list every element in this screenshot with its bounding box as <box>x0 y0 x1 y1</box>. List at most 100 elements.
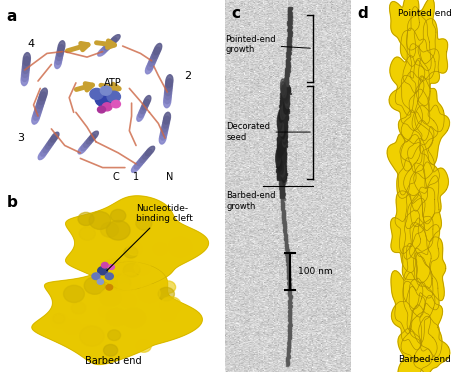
Circle shape <box>285 95 290 109</box>
Circle shape <box>102 103 112 111</box>
Bar <box>288 340 290 342</box>
Bar <box>277 156 286 158</box>
Polygon shape <box>415 105 449 164</box>
Bar <box>283 217 284 218</box>
Polygon shape <box>404 138 439 196</box>
Text: a: a <box>7 9 17 24</box>
Bar <box>287 37 291 39</box>
Bar <box>287 44 291 46</box>
Circle shape <box>276 150 280 163</box>
Bar <box>287 355 290 357</box>
Circle shape <box>137 340 151 352</box>
Bar <box>288 30 292 32</box>
Circle shape <box>111 275 131 291</box>
Bar <box>288 340 291 341</box>
Bar <box>289 294 291 295</box>
Bar <box>280 190 283 192</box>
Bar <box>284 232 286 234</box>
Bar <box>280 185 284 187</box>
Ellipse shape <box>146 62 154 74</box>
Bar <box>285 243 287 245</box>
Bar <box>282 87 290 89</box>
Bar <box>277 160 285 162</box>
Bar <box>285 73 288 75</box>
Bar <box>280 101 287 103</box>
Bar <box>285 81 288 83</box>
Bar <box>278 127 287 129</box>
Bar <box>287 267 289 269</box>
Bar <box>289 308 291 310</box>
Circle shape <box>78 212 94 225</box>
Bar <box>285 79 288 81</box>
Bar <box>288 311 291 313</box>
Bar <box>285 72 289 74</box>
Bar <box>289 304 291 305</box>
Bar <box>289 12 292 13</box>
Bar <box>277 169 286 170</box>
Bar <box>279 115 287 117</box>
Bar <box>287 41 291 43</box>
Bar <box>288 338 290 340</box>
Circle shape <box>282 84 286 98</box>
Bar <box>277 151 286 153</box>
Bar <box>277 161 284 163</box>
Polygon shape <box>390 55 425 115</box>
Polygon shape <box>404 195 433 259</box>
Bar <box>287 264 289 266</box>
Bar <box>288 279 290 280</box>
Ellipse shape <box>56 49 63 61</box>
Polygon shape <box>401 58 430 124</box>
Circle shape <box>107 91 120 102</box>
Circle shape <box>110 209 126 222</box>
Bar <box>286 257 289 259</box>
Circle shape <box>282 166 286 180</box>
Polygon shape <box>401 305 437 363</box>
Bar <box>279 110 287 112</box>
Bar <box>288 9 291 11</box>
Circle shape <box>160 298 176 312</box>
Bar <box>280 100 287 102</box>
Polygon shape <box>398 328 432 372</box>
Bar <box>289 322 292 324</box>
Bar <box>279 187 283 189</box>
Ellipse shape <box>43 143 52 153</box>
Text: d: d <box>357 6 368 20</box>
Ellipse shape <box>33 108 41 120</box>
Bar <box>289 304 292 306</box>
Bar <box>276 169 286 171</box>
Bar <box>285 246 287 248</box>
Bar <box>276 161 286 163</box>
Bar <box>279 179 283 180</box>
Circle shape <box>277 117 282 131</box>
Bar <box>287 275 290 277</box>
Bar <box>286 70 290 71</box>
Bar <box>288 333 290 335</box>
Bar <box>287 277 290 279</box>
Text: Pointed-end
growth: Pointed-end growth <box>225 35 310 54</box>
Bar <box>289 320 291 321</box>
Bar <box>282 206 284 208</box>
Ellipse shape <box>98 47 108 56</box>
Bar <box>285 235 287 237</box>
Bar <box>287 49 290 51</box>
Polygon shape <box>391 271 423 333</box>
Bar <box>280 193 283 195</box>
Bar <box>287 342 290 344</box>
Circle shape <box>109 264 114 269</box>
Bar <box>284 84 288 86</box>
Bar <box>281 99 289 101</box>
Circle shape <box>278 112 282 125</box>
Ellipse shape <box>58 41 65 52</box>
Circle shape <box>100 86 111 95</box>
Ellipse shape <box>78 144 87 154</box>
Bar <box>282 221 284 223</box>
Circle shape <box>282 172 286 185</box>
Ellipse shape <box>48 136 56 145</box>
Bar <box>282 206 283 208</box>
Ellipse shape <box>35 104 42 116</box>
Bar <box>289 290 291 292</box>
Circle shape <box>161 309 175 321</box>
Bar <box>283 224 285 225</box>
Ellipse shape <box>89 131 99 141</box>
Circle shape <box>280 106 285 120</box>
